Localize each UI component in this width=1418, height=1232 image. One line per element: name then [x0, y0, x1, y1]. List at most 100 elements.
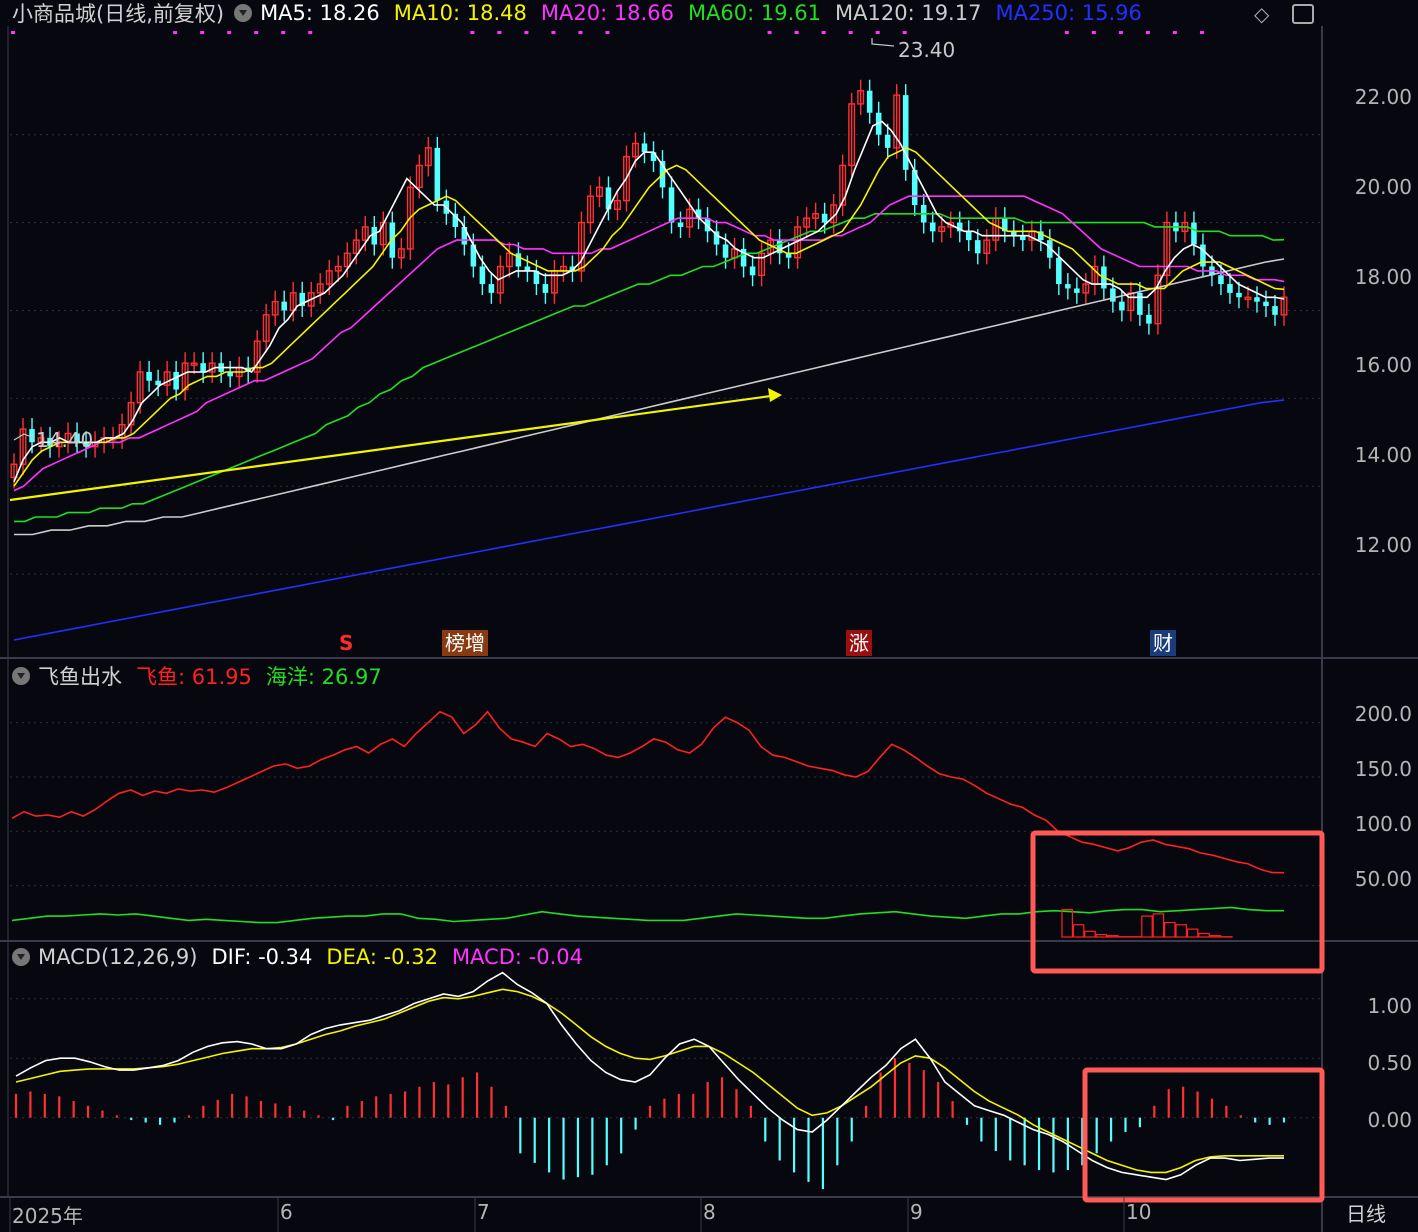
candle-body-up	[623, 155, 630, 202]
candle-body-down	[281, 301, 287, 311]
fish-tick: 50.00	[1354, 867, 1412, 891]
candle-body-down	[227, 371, 233, 377]
fish-histogram-bar	[1141, 915, 1153, 938]
candle-body-up	[1244, 296, 1252, 300]
event-badge-cai[interactable]: 财	[1150, 630, 1176, 656]
candle-body-down	[29, 429, 35, 443]
candle-body-up	[1082, 283, 1090, 294]
candle-body-down	[569, 266, 576, 271]
fish-histogram-bar	[1209, 935, 1222, 938]
candle-body-down	[605, 187, 612, 210]
candle-body-down	[1056, 257, 1062, 285]
candle-body-down	[722, 244, 729, 258]
signal-dot	[1172, 31, 1177, 34]
low-price-label: 14.40	[36, 428, 94, 452]
candle-body-up	[758, 252, 766, 276]
low-pointer	[13, 433, 35, 441]
high-pointer	[871, 38, 895, 47]
price-tick: 18.00	[1354, 265, 1412, 289]
macd-tick: 0.00	[1367, 1108, 1412, 1132]
event-badge-zhang[interactable]: 涨	[846, 630, 872, 656]
candle-body-down	[1227, 284, 1233, 293]
candle-body-down	[704, 218, 711, 232]
candle-body-down	[1119, 301, 1125, 311]
candle-body-up	[893, 94, 901, 149]
candle-body-down	[1218, 275, 1224, 285]
window-toggle-icon[interactable]	[1292, 4, 1314, 24]
candle-body-up	[361, 226, 369, 241]
ma250-label: MA250: 15.96	[995, 1, 1142, 25]
candle-body-down	[1074, 288, 1080, 293]
candle-body-down	[1146, 314, 1152, 324]
candle-body-down	[821, 213, 828, 223]
signal-dot	[254, 31, 259, 34]
signal-dot	[605, 31, 610, 34]
candle-body-down	[371, 226, 378, 245]
stock-title[interactable]: 小商品城(日线,前复权)	[12, 2, 225, 26]
candle-body-up	[577, 221, 585, 272]
candle-body-down	[173, 371, 179, 390]
highlight-box-macd	[1082, 1067, 1325, 1203]
candle-body-down	[884, 134, 891, 148]
candle-body-up	[19, 428, 27, 465]
candle-body-down	[1272, 306, 1278, 315]
fly-fish-label: 飞鱼: 61.95	[136, 665, 252, 689]
macd-header: MACD(12,26,9) DIF: -0.34 DEA: -0.32 MACD…	[12, 944, 597, 970]
candle-body-up	[10, 463, 18, 479]
period-label[interactable]: 日线	[1346, 1202, 1386, 1226]
candle-body-down	[146, 371, 152, 381]
signal-dot	[821, 31, 826, 34]
candle-body-down	[749, 266, 756, 276]
candle-body-down	[515, 253, 522, 267]
candle-body-down	[1065, 284, 1071, 289]
fish-histogram-bar	[1163, 922, 1176, 938]
candle-body-up	[1154, 274, 1162, 325]
macd-indicator-name[interactable]: MACD(12,26,9)	[38, 945, 198, 969]
candle-body-up	[253, 340, 261, 373]
diamond-icon[interactable]: ◇	[1254, 2, 1270, 26]
macd-toggle-icon[interactable]	[12, 948, 30, 966]
fish-toggle-icon[interactable]	[12, 667, 30, 685]
fish-histogram-bar	[1175, 924, 1187, 938]
ma5-line	[13, 120, 1285, 483]
candle-body-up	[406, 186, 414, 250]
signal-dot	[524, 31, 529, 34]
signal-dot	[1118, 31, 1123, 34]
candle-body-down	[1011, 231, 1017, 236]
macd-tick: 0.50	[1367, 1051, 1412, 1075]
signal-dot	[551, 31, 556, 34]
ocean-line	[11, 906, 1284, 924]
trend-arrow-line	[9, 393, 779, 502]
candle-body-up	[938, 226, 946, 233]
ma250-line	[13, 399, 1285, 641]
highlight-box-fish	[1030, 830, 1325, 974]
event-badge-s[interactable]: S	[339, 631, 354, 655]
ma5-label: MA5: 18.26	[260, 1, 380, 25]
price-tick: 14.00	[1354, 443, 1412, 467]
candle-body-down	[650, 152, 657, 162]
candle-body-up	[316, 283, 324, 294]
signal-dot	[848, 31, 853, 34]
candle-body-down	[452, 213, 459, 227]
candle-body-down	[866, 90, 873, 113]
signal-dot	[1091, 31, 1096, 34]
signal-dot	[11, 31, 15, 34]
signal-dot	[767, 31, 772, 34]
candle-body-up	[334, 265, 342, 272]
candle-body-down	[542, 284, 549, 293]
candle-body-down	[1038, 231, 1044, 241]
candle-body-up	[839, 164, 847, 206]
dif-label: DIF: -0.34	[211, 945, 313, 969]
ocean-label: 海洋: 26.97	[265, 665, 382, 689]
ma120-line	[14, 258, 1285, 536]
event-badge-bangzeng[interactable]: 榜增	[442, 630, 488, 656]
dea-label: DEA: -0.32	[326, 945, 438, 969]
candle-body-up	[632, 142, 639, 158]
candle-body-up	[136, 371, 144, 404]
ma-toggle-icon[interactable]	[234, 4, 253, 22]
candle-body-up	[163, 371, 171, 386]
candle-body-up	[505, 252, 513, 268]
fish-indicator-name[interactable]: 飞鱼出水	[38, 665, 122, 689]
candle-body-down	[434, 147, 441, 201]
